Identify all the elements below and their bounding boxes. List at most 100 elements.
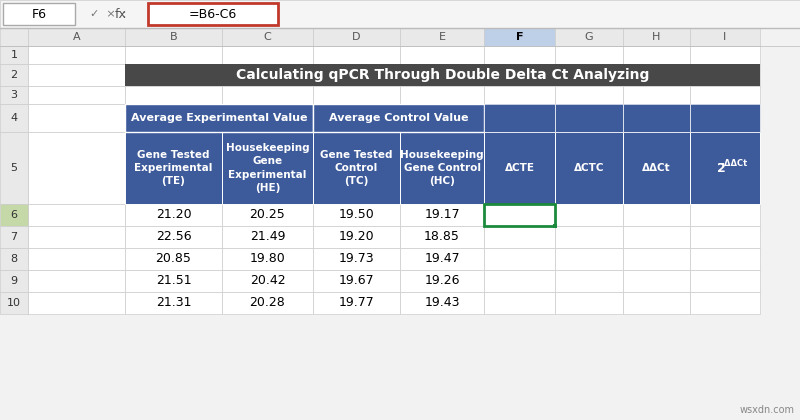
Text: 19.43: 19.43 (424, 297, 460, 310)
Bar (555, 104, 623, 132)
Bar (28, 46, 125, 64)
Text: E: E (438, 32, 446, 42)
Text: 19.20: 19.20 (338, 231, 374, 244)
Bar (555, 204, 623, 226)
Bar (28, 248, 125, 270)
Bar (313, 28, 400, 46)
Text: H: H (652, 32, 661, 42)
Text: Average Control Value: Average Control Value (329, 113, 468, 123)
Bar (400, 28, 484, 46)
Bar (623, 226, 690, 248)
Bar (222, 204, 313, 226)
Bar (400, 132, 484, 204)
Bar (690, 64, 760, 86)
Bar (222, 104, 313, 132)
Text: 21.31: 21.31 (156, 297, 191, 310)
Text: ΔCTC: ΔCTC (574, 163, 604, 173)
Bar (125, 104, 313, 132)
Bar (0, 226, 28, 248)
Text: Housekeeping
Gene Control
(HC): Housekeeping Gene Control (HC) (400, 150, 484, 186)
Bar (125, 248, 222, 270)
Text: B: B (170, 32, 178, 42)
Bar (690, 132, 760, 204)
Bar (484, 132, 555, 204)
Text: Gene Tested
Experimental
(TE): Gene Tested Experimental (TE) (134, 150, 213, 186)
Bar (555, 292, 623, 314)
Bar (623, 270, 690, 292)
Bar (690, 248, 760, 270)
Bar (555, 86, 623, 104)
Bar (313, 104, 400, 132)
Text: A: A (73, 32, 80, 42)
Text: 19.80: 19.80 (250, 252, 286, 265)
Bar (555, 132, 623, 204)
Bar (28, 104, 125, 132)
Text: I: I (723, 32, 726, 42)
Bar (0, 104, 28, 132)
Bar (313, 64, 400, 86)
Bar (313, 226, 400, 248)
Bar (690, 46, 760, 64)
Bar (623, 132, 690, 204)
Text: F6: F6 (31, 8, 46, 21)
Text: D: D (352, 32, 361, 42)
Bar (125, 104, 760, 132)
Bar (28, 132, 125, 204)
Bar (0, 270, 28, 292)
Text: 21.49: 21.49 (250, 231, 286, 244)
Bar (125, 204, 222, 226)
Bar (623, 204, 690, 226)
Bar (0, 248, 28, 270)
Bar (484, 226, 555, 248)
Bar (623, 132, 690, 204)
Bar (623, 86, 690, 104)
Bar (623, 104, 690, 132)
Bar (690, 226, 760, 248)
Text: 21.51: 21.51 (156, 275, 191, 288)
Bar (222, 132, 313, 204)
Bar (125, 270, 222, 292)
Bar (555, 132, 623, 204)
Bar (28, 204, 125, 226)
Text: 9: 9 (10, 276, 18, 286)
Bar (125, 28, 222, 46)
Bar (623, 46, 690, 64)
Bar (623, 64, 690, 86)
Text: 20.25: 20.25 (250, 208, 286, 221)
Text: 20.28: 20.28 (250, 297, 286, 310)
Bar (400, 226, 484, 248)
Text: 19.47: 19.47 (424, 252, 460, 265)
Bar (690, 270, 760, 292)
Bar (484, 86, 555, 104)
Text: 2: 2 (10, 70, 18, 80)
Bar (125, 86, 222, 104)
Bar (125, 226, 222, 248)
Bar (222, 86, 313, 104)
Bar (125, 46, 222, 64)
Bar (484, 64, 555, 86)
Bar (222, 248, 313, 270)
Text: 18.85: 18.85 (424, 231, 460, 244)
Bar (484, 204, 555, 226)
Bar (28, 86, 125, 104)
Bar (125, 132, 222, 204)
Bar (28, 226, 125, 248)
Bar (0, 46, 28, 64)
Bar (313, 132, 400, 204)
Bar (313, 104, 484, 132)
Bar (623, 248, 690, 270)
Bar (313, 248, 400, 270)
Text: G: G (585, 32, 594, 42)
Bar (28, 270, 125, 292)
Bar (690, 204, 760, 226)
Text: C: C (264, 32, 271, 42)
Bar (690, 292, 760, 314)
Bar (0, 28, 28, 46)
Text: wsxdn.com: wsxdn.com (740, 405, 795, 415)
Bar (690, 104, 760, 132)
Bar (553, 224, 557, 228)
Bar (484, 270, 555, 292)
Bar (484, 204, 555, 226)
Text: 20.42: 20.42 (250, 275, 286, 288)
Bar (690, 104, 760, 132)
